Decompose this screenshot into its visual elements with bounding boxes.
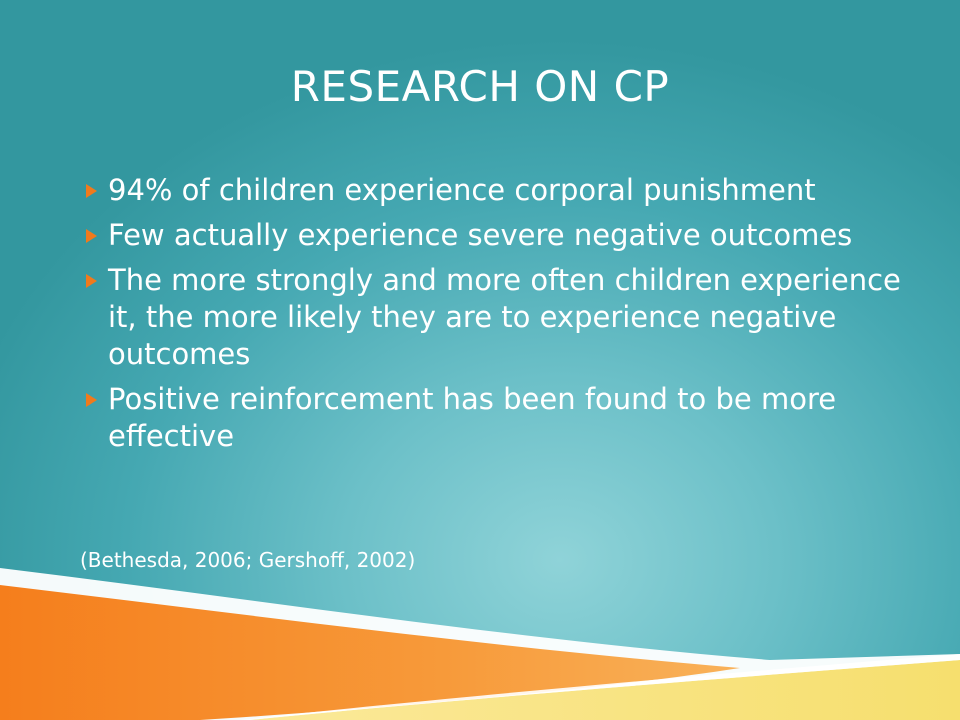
bullet-text: Few actually experience severe negative …	[108, 218, 853, 252]
right-triangle-arrow-icon	[86, 393, 97, 407]
bullet-text: 94% of children experience corporal puni…	[108, 173, 816, 207]
right-triangle-arrow-icon	[86, 184, 97, 198]
right-triangle-arrow-icon	[86, 229, 97, 243]
yellow-highlight	[240, 654, 960, 720]
bullet-item: Positive reinforcement has been found to…	[86, 381, 906, 455]
bullet-item: Few actually experience severe negative …	[86, 217, 906, 254]
bullet-text: Positive reinforcement has been found to…	[108, 382, 837, 453]
yellow-band	[250, 660, 960, 720]
orange-band	[0, 585, 740, 720]
bullet-list: 94% of children experience corporal puni…	[86, 172, 906, 463]
bullet-item: The more strongly and more often childre…	[86, 262, 906, 373]
slide-title: RESEARCH ON CP	[290, 62, 670, 111]
bullet-item: 94% of children experience corporal puni…	[86, 172, 906, 209]
bullet-text: The more strongly and more often childre…	[108, 263, 901, 371]
right-triangle-arrow-icon	[86, 274, 97, 288]
citation: (Bethesda, 2006; Gershoff, 2002)	[80, 548, 416, 572]
